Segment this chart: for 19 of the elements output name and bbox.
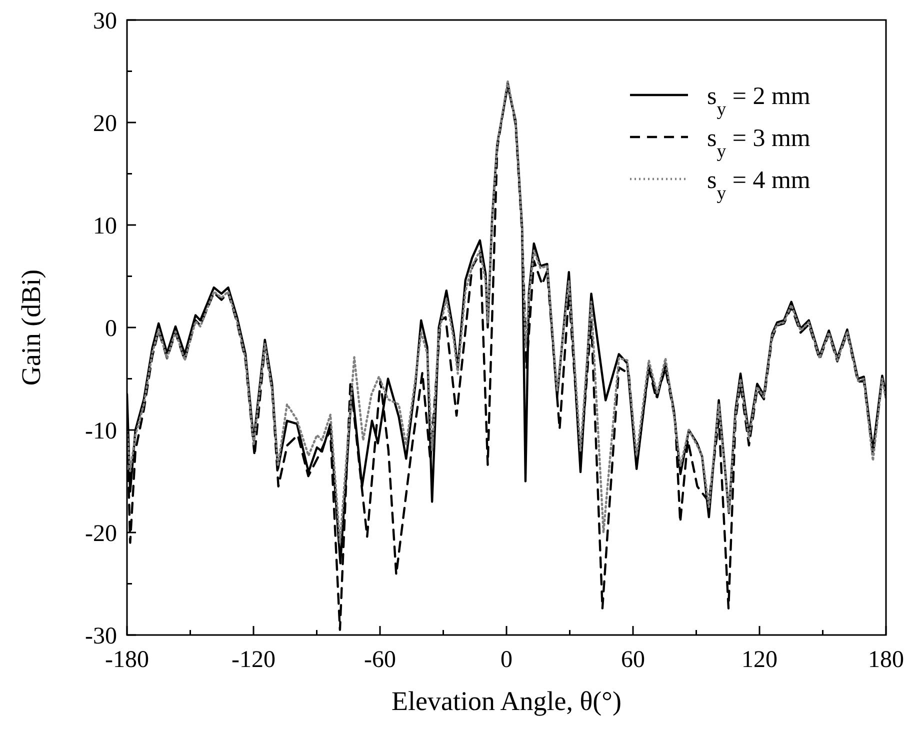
x-axis-title: Elevation Angle, θ(°) bbox=[392, 686, 622, 716]
legend-label: s$_{y}$ = 4 mm bbox=[707, 166, 811, 204]
x-tick-label: -60 bbox=[364, 647, 396, 673]
x-tick-label: 180 bbox=[868, 647, 904, 673]
x-tick-label: 0 bbox=[500, 647, 512, 673]
x-tick-label: -120 bbox=[232, 647, 276, 673]
x-tick-label: 120 bbox=[742, 647, 778, 673]
x-tick-label: 60 bbox=[621, 647, 645, 673]
legend-label: s$_{y}$ = 3 mm bbox=[707, 124, 811, 162]
y-tick-label: 20 bbox=[93, 110, 117, 137]
y-tick-label: 10 bbox=[93, 213, 117, 240]
x-tick-label: -180 bbox=[105, 647, 149, 673]
legend-label: s$_{y}$ = 2 mm bbox=[707, 82, 811, 120]
y-axis-title: Gain (dBi) bbox=[16, 269, 46, 386]
y-tick-label: -10 bbox=[85, 418, 117, 444]
y-tick-label: -30 bbox=[85, 623, 117, 650]
y-tick-label: -20 bbox=[85, 520, 117, 547]
y-tick-label: 30 bbox=[93, 8, 117, 34]
y-tick-label: 0 bbox=[105, 316, 117, 342]
